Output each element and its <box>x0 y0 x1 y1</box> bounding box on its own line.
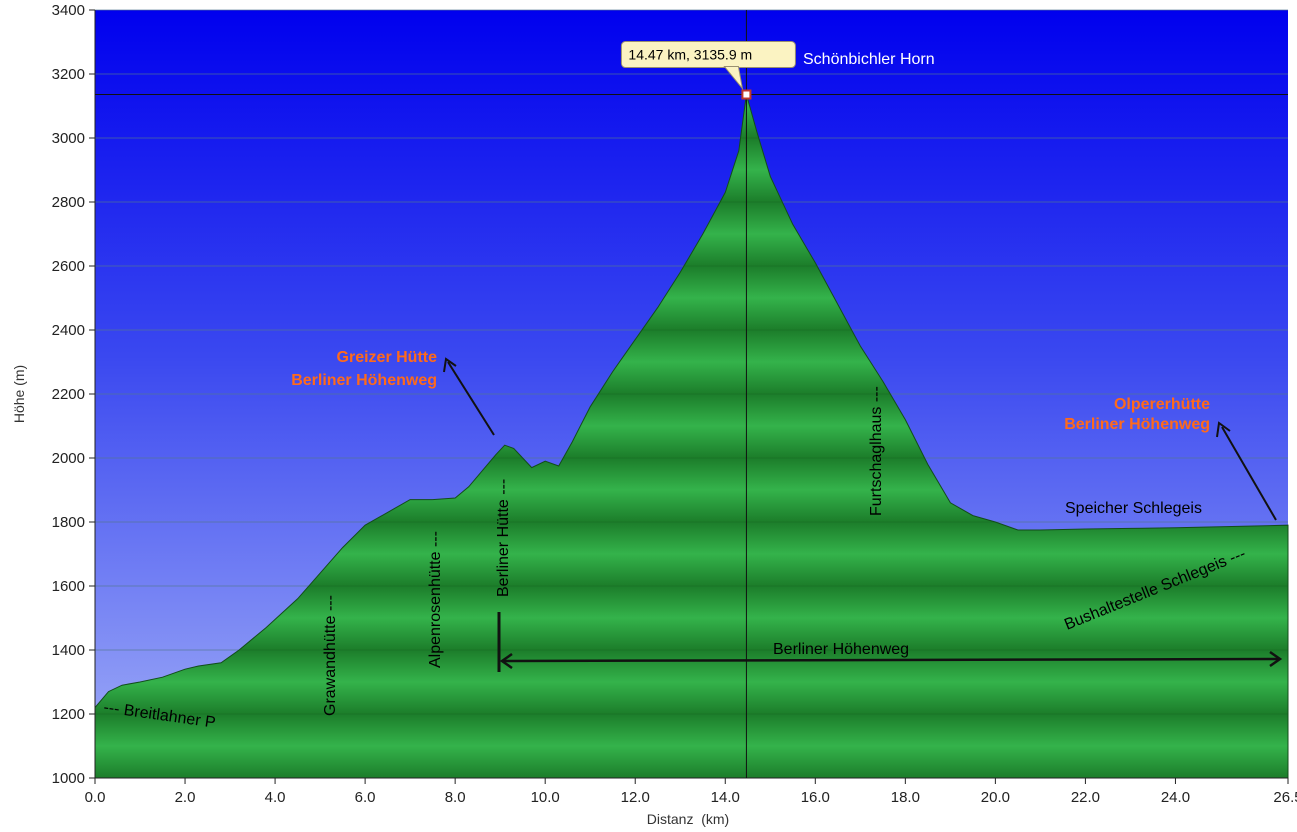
y-tick-label: 3200 <box>52 66 85 83</box>
tooltip-text: 14.47 km, 3135.9 m <box>628 47 752 63</box>
x-axis-ticks: 0.0 2.0 4.0 6.0 8.0 10.0 12.0 14.0 16.0 18.0 20.0 2… <box>85 778 1297 806</box>
route-arrow-right <box>1269 650 1283 668</box>
y-tick-label: 2000 <box>52 450 85 467</box>
label-furtschaglhaus: Furtschaglhaus --- <box>868 386 885 516</box>
label-berliner-huette: Berliner Hütte --- <box>495 479 512 597</box>
x-tick-label: 10.0 <box>531 789 560 806</box>
tooltip-pointer <box>723 66 744 91</box>
x-tick-label: 26.5 <box>1273 789 1297 806</box>
label-schoenbichler-horn: Schönbichler Horn <box>803 51 935 68</box>
elevation-area-path <box>94 94 1289 779</box>
y-tick-label: 3000 <box>52 130 85 147</box>
label-alpenrosenhuette: Alpenrosenhütte --- <box>427 531 444 668</box>
x-tick-label: 18.0 <box>891 789 920 806</box>
y-tick-label: 2400 <box>52 322 85 339</box>
label-greizer-hoehenweg: Berliner Höhenweg <box>291 372 437 389</box>
elevation-area <box>94 9 1289 779</box>
x-tick-label: 24.0 <box>1161 789 1190 806</box>
x-tick-label: 16.0 <box>801 789 830 806</box>
label-greizer-huette: Greizer Hütte <box>337 349 438 366</box>
label-speicher-schlegeis: Speicher Schlegeis <box>1065 500 1202 517</box>
y-tick-label: 2600 <box>52 258 85 275</box>
x-tick-label: 12.0 <box>621 789 650 806</box>
y-tick-label: 2200 <box>52 386 85 403</box>
x-tick-label: 0.0 <box>85 789 106 806</box>
y-axis-title: Höhe (m) <box>11 365 27 423</box>
x-tick-label: 14.0 <box>711 789 740 806</box>
arrow-greizer-head <box>443 357 457 373</box>
label-grawandhuette: Grawandhütte --- <box>322 595 339 716</box>
tooltip-box <box>620 41 796 69</box>
x-tick-label: 20.0 <box>981 789 1010 806</box>
arrow-olperer-head <box>1216 421 1231 438</box>
y-tick-label: 1800 <box>52 514 85 531</box>
arrow-olperer <box>1221 426 1277 521</box>
y-tick-label: 2800 <box>52 194 85 211</box>
x-tick-label: 22.0 <box>1071 789 1100 806</box>
y-tick-label: 1600 <box>52 578 85 595</box>
x-tick-label: 2.0 <box>175 789 196 806</box>
label-olpererhuette: Olpererhütte <box>1114 396 1210 413</box>
y-tick-label: 1000 <box>52 770 85 787</box>
y-axis-ticks: 1000 1200 1400 1600 1800 2000 2200 2400 2600 2800… <box>52 2 95 787</box>
y-tick-label: 3400 <box>52 2 85 19</box>
x-tick-label: 4.0 <box>265 789 286 806</box>
label-berliner-hoehenweg-route: Berliner Höhenweg <box>773 641 909 658</box>
route-line-hoehenweg <box>501 657 1281 663</box>
annotation-arrows <box>443 357 1283 672</box>
x-axis-title: Distanz (km) <box>647 811 729 827</box>
x-tick-label: 8.0 <box>445 789 466 806</box>
label-olperer-hoehenweg: Berliner Höhenweg <box>1064 416 1210 433</box>
highlight-point[interactable] <box>741 89 752 100</box>
y-tick-label: 1200 <box>52 706 85 723</box>
arrow-greizer <box>447 361 495 436</box>
route-arrow-left <box>499 652 513 670</box>
x-tick-label: 6.0 <box>355 789 376 806</box>
y-tick-label: 1400 <box>52 642 85 659</box>
